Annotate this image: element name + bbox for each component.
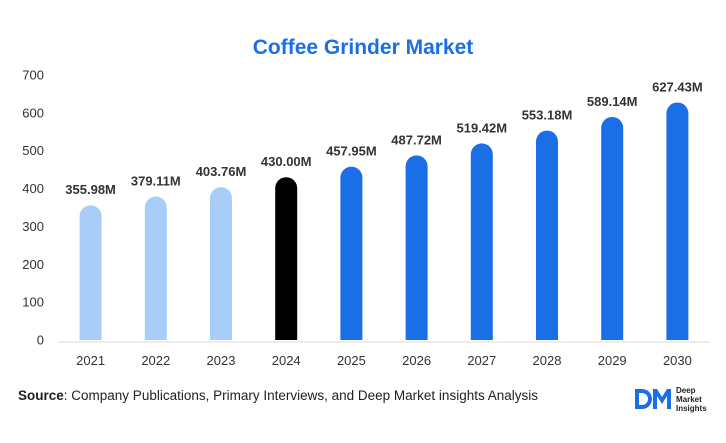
bar [275, 177, 298, 340]
logo-line-1: Deep [676, 386, 696, 395]
y-tick-label: 600 [22, 105, 44, 120]
bar-chart: 0 100 200 300 400 500 600 700 355.98M 2021 379.11M… [22, 68, 710, 368]
source-note: Source: Company Publications, Primary In… [18, 388, 538, 403]
bar [666, 102, 689, 341]
y-tick-label: 0 [37, 333, 44, 348]
logo-wordmark: Deep Market Insights [676, 386, 707, 413]
bar [210, 187, 232, 340]
bar [536, 130, 558, 340]
data-label: 379.11M [131, 173, 181, 188]
x-tick-label: 2028 [533, 353, 562, 368]
source-text: : Company Publications, Primary Intervie… [63, 388, 538, 403]
data-label: 457.95M [326, 144, 377, 159]
x-tick-label: 2021 [76, 353, 105, 368]
bar [144, 196, 167, 340]
data-label: 519.42M [457, 120, 508, 135]
data-label: 430.00M [261, 154, 312, 169]
x-tick-label: 2027 [467, 353, 496, 368]
chart-title: Coffee Grinder Market [252, 36, 474, 59]
y-tick-label: 500 [22, 143, 44, 158]
x-tick-label: 2023 [207, 353, 236, 368]
data-label: 553.18M [522, 108, 573, 123]
y-tick-label: 700 [22, 68, 44, 83]
data-label: 403.76M [196, 164, 247, 179]
bar [340, 166, 363, 340]
x-tick-label: 2025 [337, 353, 366, 368]
data-label: 589.14M [587, 94, 638, 109]
data-label: 487.72M [391, 132, 442, 147]
logo-line-3: Insights [676, 404, 707, 413]
bar [601, 116, 624, 340]
data-label: 627.43M [652, 79, 703, 94]
logo-line-2: Market [676, 395, 702, 404]
x-tick-label: 2030 [663, 353, 692, 368]
x-tick-label: 2026 [402, 353, 431, 368]
bar [470, 143, 493, 340]
y-tick-label: 300 [22, 219, 44, 234]
y-tick-label: 400 [22, 181, 44, 196]
data-label: 355.98M [65, 182, 116, 197]
bar [405, 155, 428, 340]
bar [79, 205, 102, 340]
y-tick-label: 200 [22, 257, 44, 272]
x-tick-label: 2029 [598, 353, 627, 368]
y-tick-label: 100 [22, 295, 44, 310]
x-tick-label: 2024 [272, 353, 301, 368]
source-label: Source [18, 388, 64, 403]
dm-logo-icon [635, 389, 671, 409]
company-logo: Deep Market Insights [634, 384, 718, 414]
x-tick-label: 2022 [141, 353, 170, 368]
